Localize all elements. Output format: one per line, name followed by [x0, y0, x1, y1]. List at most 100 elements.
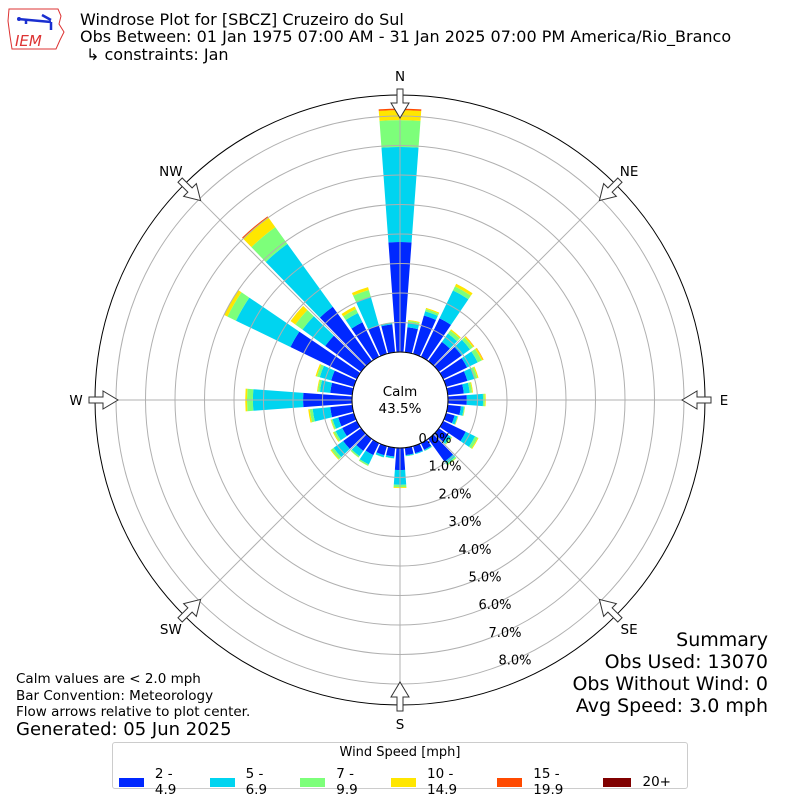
legend-label: 2 - 4.9 [154, 766, 177, 798]
legend-item: 5 - 6.9 [209, 766, 285, 798]
bar-30deg-2 [452, 286, 471, 300]
bar-260deg-2 [309, 408, 315, 423]
bar-100deg-1 [459, 406, 464, 416]
legend-swatch [119, 777, 144, 787]
bar-100deg-0 [446, 404, 461, 416]
bar-240deg-1 [335, 427, 347, 441]
bar-50deg-3 [464, 336, 475, 348]
generated-date: Generated: 05 Jun 2025 [16, 719, 232, 740]
bar-300deg-0 [290, 331, 361, 380]
bar-30deg-3 [454, 283, 473, 296]
bar-130deg-1 [442, 434, 451, 444]
compass-label-s: S [396, 717, 405, 733]
bar-300deg-1 [235, 297, 300, 348]
bar-110deg-2 [454, 416, 459, 425]
bar-330deg-1 [345, 312, 363, 329]
bar-260deg-1 [312, 407, 333, 422]
bar-310deg-0 [325, 335, 366, 372]
radial-tick-label: 5.0% [468, 571, 501, 586]
bar-140deg-0 [428, 434, 454, 462]
bar-80deg-2 [467, 382, 473, 393]
bar-10deg-3 [408, 319, 420, 323]
bar-340deg-3 [351, 287, 369, 296]
flow-arrow-icon [681, 390, 712, 410]
bar-40deg-0 [428, 341, 450, 366]
bar-350deg-0 [381, 324, 396, 354]
bar-170deg-0 [404, 446, 414, 456]
compass-label-se: SE [621, 622, 638, 638]
bar-230deg-0 [343, 428, 366, 449]
bar-290deg-3 [315, 363, 322, 377]
bar-170deg-2 [405, 454, 414, 457]
bar-130deg-2 [444, 436, 452, 445]
bar-100deg-3 [463, 406, 466, 417]
bar-40deg-2 [447, 330, 460, 342]
bar-210deg-3 [358, 460, 369, 467]
legend-swatch [603, 777, 632, 787]
bar-160deg-0 [413, 443, 423, 454]
legend-label: 20+ [642, 774, 671, 790]
grid-spoke [433, 183, 617, 367]
bar-110deg-1 [451, 415, 458, 425]
bar-50deg-1 [454, 339, 471, 356]
bar-300deg-2 [227, 292, 250, 321]
bar-200deg-1 [375, 452, 385, 458]
legend-item: 10 - 14.9 [391, 766, 481, 798]
bar-330deg-3 [341, 306, 356, 317]
summary-obs-without-wind: Obs Without Wind: 0 [572, 673, 768, 695]
bar-350deg-1 [380, 322, 393, 327]
bar-320deg-1 [265, 243, 333, 318]
legend-label: 15 - 19.9 [533, 766, 564, 798]
compass-label-e: E [720, 393, 729, 409]
bar-330deg-2 [343, 308, 358, 321]
bar-200deg-0 [376, 443, 387, 456]
bar-250deg-1 [332, 417, 342, 429]
iem-logo: IEM [7, 8, 65, 50]
bar-220deg-1 [351, 444, 364, 457]
bar-60deg-2 [471, 348, 482, 363]
bar-330deg-0 [351, 322, 380, 361]
bar-220deg-0 [356, 434, 372, 451]
bar-340deg-0 [368, 325, 387, 357]
bar-160deg-1 [415, 450, 424, 455]
grid-spoke [183, 183, 367, 367]
legend-swatch [391, 777, 417, 787]
bar-10deg-0 [404, 327, 418, 354]
bar-120deg-2 [468, 436, 478, 449]
legend-label: 7 - 9.9 [336, 766, 358, 798]
bar-280deg-0 [330, 382, 354, 396]
summary-obs-used: Obs Used: 13070 [604, 651, 768, 673]
bar-230deg-2 [331, 447, 342, 460]
calm-label: Calm [383, 384, 418, 400]
bar-220deg-3 [350, 450, 359, 458]
bar-20deg-2 [425, 308, 439, 316]
bar-310deg-3 [290, 305, 308, 325]
bar-220deg-2 [350, 449, 360, 458]
bar-290deg-2 [316, 364, 324, 378]
flow-arrow-icon [390, 681, 410, 712]
bar-20deg-0 [413, 315, 437, 357]
bar-320deg-3 [243, 217, 276, 248]
legend-label: 10 - 14.9 [427, 766, 458, 798]
bar-60deg-4 [476, 347, 484, 360]
bar-300deg-3 [223, 290, 242, 317]
bar-250deg-0 [338, 413, 357, 427]
bar-80deg-1 [462, 382, 470, 394]
bar-190deg-2 [385, 456, 395, 459]
bar-240deg-2 [333, 431, 341, 442]
bar-280deg-2 [317, 379, 323, 392]
bar-250deg-2 [331, 419, 337, 430]
flow-arrow-icon [177, 598, 202, 623]
legend-swatch [497, 777, 523, 787]
radial-tick-label: 8.0% [498, 654, 531, 669]
bar-70deg-2 [470, 367, 478, 379]
bar-250deg-3 [330, 419, 335, 430]
bar-80deg-0 [446, 384, 464, 396]
bar-200deg-2 [375, 454, 384, 458]
bar-70deg-3 [473, 366, 479, 379]
bar-130deg-3 [445, 437, 453, 445]
compass-label-n: N [395, 69, 405, 85]
compass-label-ne: NE [620, 164, 639, 180]
flow-arrow-icon [598, 598, 623, 623]
